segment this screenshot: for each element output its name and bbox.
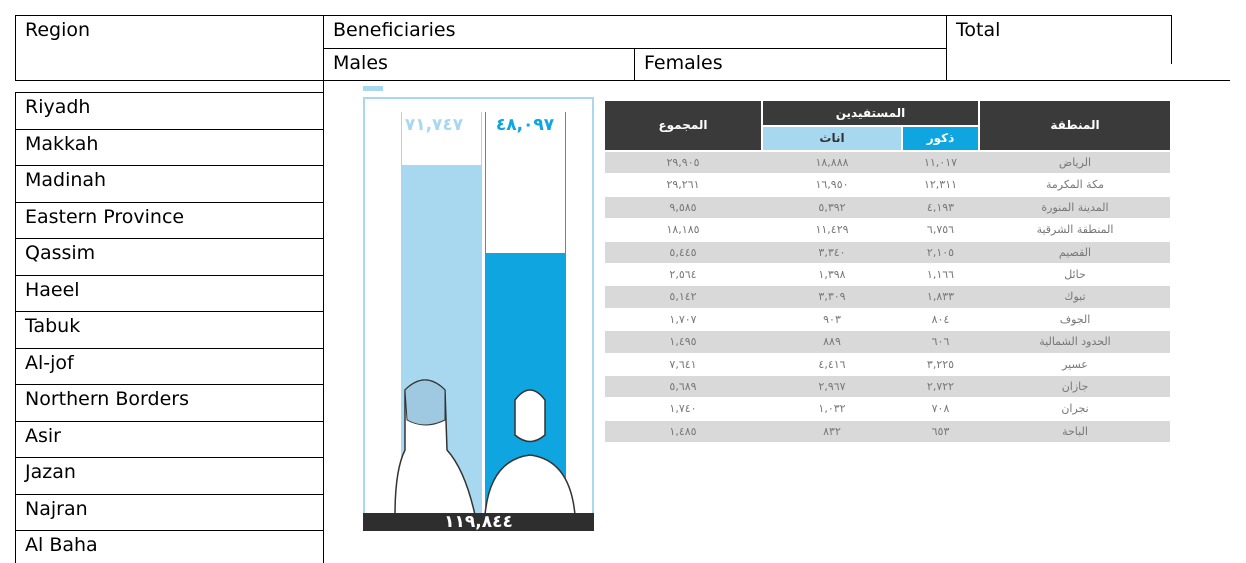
ar-header: اناث bbox=[763, 127, 901, 150]
rule bbox=[323, 15, 324, 563]
ar-cell: ٧,٦٤١ bbox=[605, 354, 761, 375]
ar-cell: ٢٩,٩٠٥ bbox=[605, 152, 761, 173]
ar-cell: ١,٧٤٠ bbox=[605, 398, 761, 419]
region-cell: Makkah bbox=[16, 130, 98, 167]
ar-cell: ٢,١٠٥ bbox=[903, 242, 978, 263]
ar-cell: تبوك bbox=[980, 286, 1170, 307]
people-illustration bbox=[365, 360, 593, 515]
females-total: ٧١,٧٤٧ bbox=[388, 115, 480, 135]
ar-cell: ٦٥٣ bbox=[903, 421, 978, 442]
header-cell: Region bbox=[16, 16, 90, 41]
ar-cell: ٣,٢٢٥ bbox=[903, 354, 978, 375]
region-cell: Northern Borders bbox=[16, 385, 189, 422]
region-cell: Riyadh bbox=[16, 93, 90, 130]
ar-cell: القصيم bbox=[980, 242, 1170, 263]
region-cell: Jazan bbox=[16, 458, 76, 495]
ar-cell: ٢,٥٦٤ bbox=[605, 264, 761, 285]
header-cell: Total bbox=[947, 16, 1000, 41]
region-cell: Najran bbox=[16, 495, 88, 532]
ar-cell: ٧٠٨ bbox=[903, 398, 978, 419]
ar-cell: ٨٠٤ bbox=[903, 309, 978, 330]
ar-cell: مكة المكرمة bbox=[980, 174, 1170, 195]
header-cell: Males bbox=[324, 49, 388, 74]
page: Region Beneficiaries Males Females Total… bbox=[0, 0, 1246, 563]
ar-cell: ٢,٩٦٧ bbox=[763, 376, 901, 397]
region-cell: Madinah bbox=[16, 166, 106, 203]
ar-cell: جازان bbox=[980, 376, 1170, 397]
ar-cell: ٢,٧٢٢ bbox=[903, 376, 978, 397]
ar-cell: ٣,٣٤٠ bbox=[763, 242, 901, 263]
header-cell: Beneficiaries bbox=[324, 16, 455, 41]
grand-total: ١١٩,٨٤٤ bbox=[363, 513, 594, 531]
ar-cell: ١,٤٨٥ bbox=[605, 421, 761, 442]
region-cell: Al-jof bbox=[16, 349, 74, 386]
ar-cell: ٣,٣٠٩ bbox=[763, 286, 901, 307]
ar-cell: ٩,٥٨٥ bbox=[605, 197, 761, 218]
ar-cell: ٥,٦٨٩ bbox=[605, 376, 761, 397]
region-cell: Tabuk bbox=[16, 312, 80, 349]
ar-cell: ١٨,٨٨٨ bbox=[763, 152, 901, 173]
ar-cell: ٦,٧٥٦ bbox=[903, 219, 978, 240]
ar-cell: نجران bbox=[980, 398, 1170, 419]
header-cell: Females bbox=[635, 49, 723, 74]
decoration bbox=[363, 86, 383, 91]
region-cell: Haeel bbox=[16, 276, 80, 313]
ar-cell: ٤,٤١٦ bbox=[763, 354, 901, 375]
ar-cell: ١١,٠١٧ bbox=[903, 152, 978, 173]
ar-cell: ٦٠٦ bbox=[903, 331, 978, 352]
region-cell: Asir bbox=[16, 422, 61, 459]
ar-cell: ٩٠٣ bbox=[763, 309, 901, 330]
ar-header: المنطقة bbox=[980, 101, 1170, 150]
ar-cell: ١٨,١٨٥ bbox=[605, 219, 761, 240]
ar-cell: ٨٣٢ bbox=[763, 421, 901, 442]
males-total: ٤٨,٠٩٧ bbox=[482, 115, 568, 135]
rule bbox=[15, 421, 324, 422]
ar-cell: ١,٤٩٥ bbox=[605, 331, 761, 352]
rule bbox=[1171, 15, 1172, 64]
ar-cell: عسير bbox=[980, 354, 1170, 375]
ar-cell: الرياض bbox=[980, 152, 1170, 173]
ar-cell: ١,١٦٦ bbox=[903, 264, 978, 285]
ar-cell: المدينة المنورة bbox=[980, 197, 1170, 218]
ar-cell: ٥,٤٤٥ bbox=[605, 242, 761, 263]
ar-cell: ٥,٣٩٢ bbox=[763, 197, 901, 218]
region-cell: Al Baha bbox=[16, 531, 98, 563]
region-cell: Qassim bbox=[16, 239, 95, 276]
ar-cell: الجوف bbox=[980, 309, 1170, 330]
ar-cell: ١,٣٩٨ bbox=[763, 264, 901, 285]
ar-cell: ٥,١٤٢ bbox=[605, 286, 761, 307]
ar-cell: المنطقة الشرقية bbox=[980, 219, 1170, 240]
ar-cell: ٢٩,٢٦١ bbox=[605, 174, 761, 195]
ar-cell: ١,٠٣٢ bbox=[763, 398, 901, 419]
ar-cell: الحدود الشمالية bbox=[980, 331, 1170, 352]
ar-cell: حائل bbox=[980, 264, 1170, 285]
ar-header: المجموع bbox=[605, 101, 761, 150]
ar-cell: ٤,١٩٣ bbox=[903, 197, 978, 218]
ar-cell: ١٦,٩٥٠ bbox=[763, 174, 901, 195]
ar-cell: ٨٨٩ bbox=[763, 331, 901, 352]
ar-header: ذكور bbox=[903, 127, 978, 150]
ar-cell: الباحة bbox=[980, 421, 1170, 442]
region-cell: Eastern Province bbox=[16, 203, 184, 240]
rule bbox=[15, 80, 1230, 81]
ar-header: المستفيدين bbox=[763, 101, 978, 125]
ar-cell: ١,٨٣٣ bbox=[903, 286, 978, 307]
ar-cell: ١,٧٠٧ bbox=[605, 309, 761, 330]
ar-cell: ١٢,٣١١ bbox=[903, 174, 978, 195]
ar-cell: ١١,٤٢٩ bbox=[763, 219, 901, 240]
